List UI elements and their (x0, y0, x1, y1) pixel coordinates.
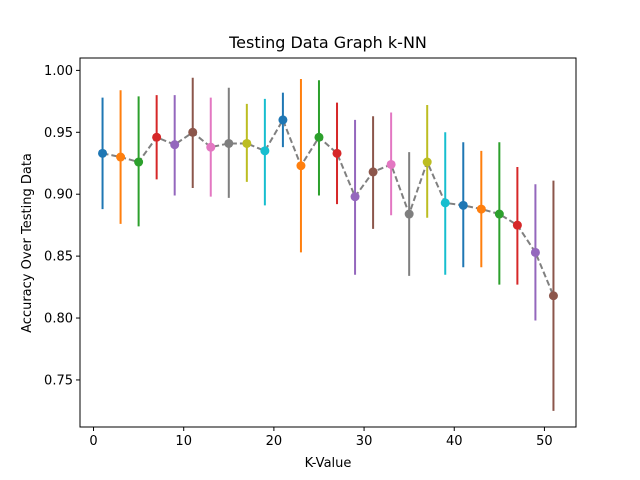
x-axis-ticks: 0 10 20 30 40 50 (89, 427, 553, 449)
mean-point-k37 (422, 157, 432, 167)
x-tick-label: 10 (175, 434, 192, 449)
mean-point-k35 (404, 209, 414, 219)
y-tick-label: 0.75 (44, 373, 73, 388)
mean-point-k1 (98, 148, 108, 158)
mean-point-k43 (476, 204, 486, 214)
x-axis-label: K-Value (305, 456, 352, 471)
y-tick-label: 0.80 (44, 312, 73, 327)
mean-point-k45 (494, 209, 504, 219)
mean-point-k39 (440, 198, 450, 208)
mean-point-k51 (548, 291, 558, 301)
mean-point-k29 (350, 192, 360, 202)
x-tick-label: 20 (266, 434, 283, 449)
chart-title: Testing Data Graph k-NN (228, 33, 427, 52)
mean-point-k27 (332, 148, 342, 158)
mean-point-k3 (116, 152, 126, 162)
y-tick-label: 1.00 (44, 64, 73, 79)
mean-point-k17 (242, 138, 252, 148)
mean-point-k21 (278, 115, 288, 125)
x-tick-label: 0 (89, 434, 97, 449)
mean-point-k41 (458, 200, 468, 210)
mean-point-k31 (368, 167, 378, 177)
mean-point-k23 (296, 161, 306, 171)
mean-point-k47 (512, 220, 522, 230)
x-tick-label: 30 (356, 434, 373, 449)
mean-point-k25 (314, 132, 324, 142)
mean-point-k49 (530, 247, 540, 257)
y-axis-ticks: 0.75 0.80 0.85 0.90 0.95 1.00 (44, 64, 80, 388)
y-tick-label: 0.85 (44, 250, 73, 265)
mean-point-k15 (224, 138, 234, 148)
mean-point-k11 (188, 127, 198, 137)
mean-point-k33 (386, 159, 396, 169)
mean-point-k7 (152, 132, 162, 142)
y-tick-label: 0.95 (44, 126, 73, 141)
x-tick-label: 40 (446, 434, 463, 449)
mean-point-k5 (134, 157, 144, 167)
plot-area (98, 77, 558, 411)
mean-point-k13 (206, 142, 216, 152)
mean-point-k9 (170, 140, 180, 150)
x-tick-label: 50 (536, 434, 553, 449)
mean-point-k19 (260, 146, 270, 156)
plot-frame (79, 57, 577, 428)
y-tick-label: 0.90 (44, 188, 73, 203)
y-axis-label: Accuracy Over Testing Data (20, 153, 35, 333)
